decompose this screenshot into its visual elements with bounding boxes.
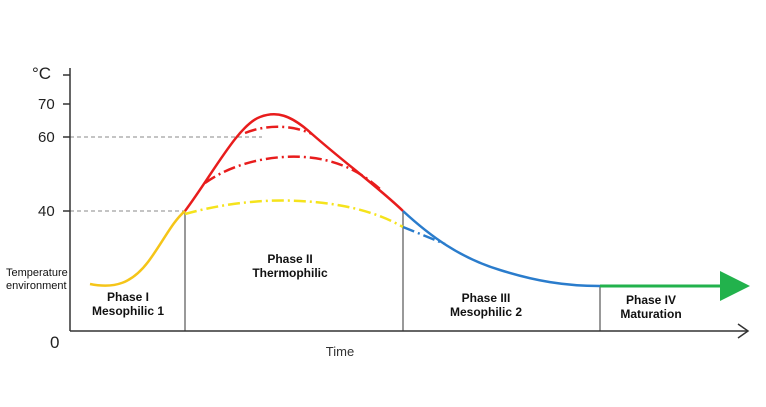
- curve-low-temperature-variant: [184, 199, 404, 229]
- environment-label-line2: environment: [6, 280, 67, 292]
- y-tick-label-70: 70: [38, 96, 55, 113]
- curve-thermophilic-peak: [183, 113, 404, 212]
- phase-2-title: Phase II: [267, 252, 312, 266]
- phase-1-subtitle: Mesophilic 1: [92, 304, 164, 318]
- phase-1-title: Phase I: [107, 290, 149, 304]
- environment-label-line1: Temperature: [6, 267, 68, 279]
- y-tick-label-40: 40: [38, 203, 55, 220]
- curve-mesophilic-2-variant: [402, 225, 446, 246]
- x-axis-label: Time: [326, 344, 354, 359]
- y-tick-label-60: 60: [38, 129, 55, 146]
- origin-label: 0: [50, 333, 59, 352]
- curve-mesophilic-2: [402, 210, 601, 288]
- x-axis-arrow-icon: [737, 323, 750, 339]
- curve-thermophilic-variant-mid: [204, 155, 381, 190]
- phase-3-subtitle: Mesophilic 2: [450, 305, 522, 319]
- phase-4-title: Phase IV: [626, 293, 676, 307]
- curve-thermophilic-variant-high: [244, 125, 313, 136]
- phase-2-subtitle: Thermophilic: [252, 266, 328, 280]
- y-axis-unit: °C: [32, 64, 51, 83]
- phase-3-title: Phase III: [462, 291, 511, 305]
- curve-mesophilic-1: [89, 210, 186, 287]
- phase-4-subtitle: Maturation: [620, 307, 681, 321]
